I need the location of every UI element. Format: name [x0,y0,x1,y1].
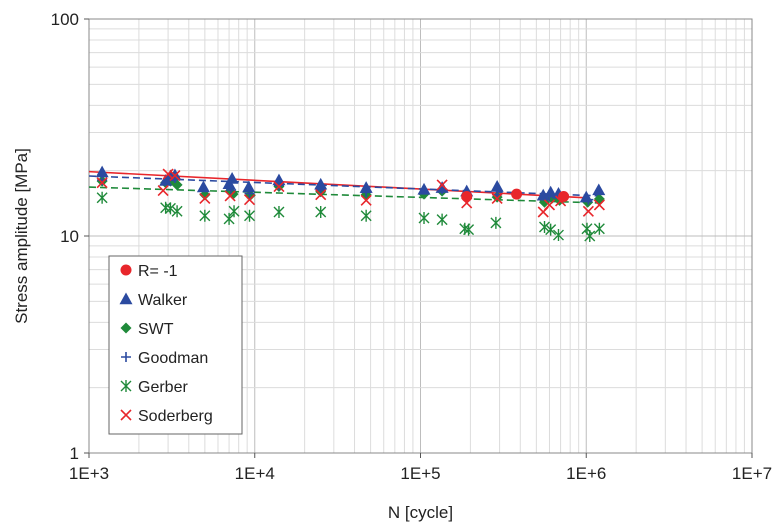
data-point-gerber [199,209,211,222]
data-point-gerber [273,206,285,219]
legend-label-gerber: Gerber [138,379,188,396]
data-point-soderberg [157,184,169,197]
y-tick-label: 10 [60,227,79,246]
data-point-gerber [539,221,551,234]
data-point-walker [544,185,558,198]
data-point-gerber [360,209,372,222]
data-point-r-1 [461,191,473,203]
data-point-gerber [315,206,327,219]
data-point-soderberg [315,189,327,201]
data-point-walker [417,182,431,195]
data-point-walker [242,180,256,193]
data-point-gerber [171,205,183,218]
legend-marker-swt [120,322,132,334]
x-tick-label: 1E+4 [235,464,275,483]
markers [95,165,606,242]
x-tick-label: 1E+6 [566,464,606,483]
legend-box [108,255,243,435]
data-point-gerber [593,222,605,235]
legend-label-walker: Walker [138,292,188,309]
legend-label-soderberg: Soderberg [138,408,213,425]
data-point-walker [314,177,328,190]
data-point-walker [359,181,373,193]
data-point-walker [95,165,109,178]
data-point-soderberg [243,194,256,206]
data-point-soderberg [436,179,448,191]
legend-label-swt: SWT [138,321,174,338]
data-point-gerber [244,209,256,222]
data-point-soderberg [582,205,594,217]
data-point-soderberg [199,192,211,204]
data-point-soderberg [593,199,605,211]
data-point-goodman [315,184,326,195]
data-point-goodman [437,184,448,195]
data-point-soderberg [169,169,181,182]
x-tick-label: 1E+7 [732,464,772,483]
x-axis-title: N [cycle] [388,503,453,522]
data-point-soderberg [224,190,236,202]
data-point-gerber [463,223,475,236]
data-point-soderberg [96,177,108,189]
legend-marker-soderberg [120,409,132,421]
trendline-walker [88,175,600,197]
y-axis: 1 10 100 [51,10,89,463]
data-point-goodman [583,194,594,205]
legend-label-goodman: Goodman [138,350,208,367]
data-point-gerber [223,212,235,225]
data-point-goodman [226,184,237,195]
data-point-soderberg [360,194,372,206]
x-axis: 1E+3 1E+4 1E+5 1E+6 1E+7 [69,453,772,483]
data-point-walker [196,180,210,193]
data-point-gerber [228,205,240,218]
legend: R= -1 Walker SWT Goodman Gerber Soderberg [108,255,243,435]
data-point-gerber [418,212,430,225]
data-point-walker [490,180,504,192]
data-point-goodman [244,188,255,199]
data-point-walker [536,188,550,201]
data-point-gerber [164,202,176,215]
data-point-walker [592,183,606,196]
data-point-soderberg [273,180,285,193]
grid [88,19,752,454]
data-point-gerber [552,229,564,242]
data-point-goodman [361,187,372,198]
y-tick-label: 1 [70,444,79,463]
data-point-soderberg [543,199,556,211]
x-tick-label: 1E+3 [69,464,109,483]
trendline-swt [88,186,600,204]
data-point-soderberg [162,168,174,180]
legend-marker-gerber [120,380,132,392]
x-tick-label: 1E+5 [400,464,440,483]
data-point-soderberg [491,192,503,204]
y-tick-label: 100 [51,10,79,29]
legend-marker-r-1 [120,264,132,276]
legend-marker-walker [119,292,133,305]
data-point-goodman [544,191,555,202]
legend-label-r-1: R= -1 [138,263,178,280]
data-point-gerber [490,216,502,229]
data-point-gerber [436,213,448,226]
data-point-gerber [584,230,596,242]
data-point-r-1 [558,191,570,203]
y-axis-title: Stress amplitude [MPa] [12,148,31,324]
data-point-gerber [545,223,557,236]
data-point-gerber [96,191,108,204]
data-point-r-1 [511,188,523,200]
data-point-walker [225,172,239,184]
legend-marker-goodman [121,352,131,362]
